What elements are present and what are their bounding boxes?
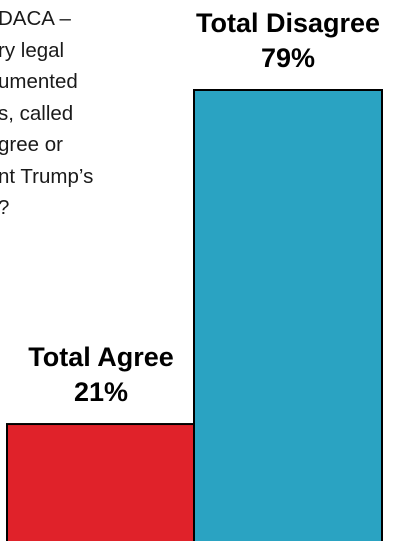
question-line: ? (0, 192, 93, 224)
bar-total-disagree (193, 89, 383, 541)
bar-value-label: 79% (261, 43, 315, 73)
bars-group (6, 89, 383, 541)
question-line: gree or (0, 133, 63, 156)
bar-category-label: Total Disagree (196, 8, 380, 38)
labels-group: Total Agree 21% Total Disagree 79% (28, 8, 380, 407)
question-line: nt Trump’s (0, 164, 94, 188)
bar-value-label: 21% (74, 377, 128, 407)
question-line: s, called (0, 101, 74, 125)
question-line: umented (0, 70, 78, 93)
question-line: DACA – (0, 7, 71, 30)
bar-total-agree (6, 423, 196, 541)
question-text: DACA – ry legal umented s, called gree o… (0, 3, 93, 224)
bar-category-label: Total Agree (28, 342, 174, 372)
question-line: ry legal (0, 38, 65, 62)
